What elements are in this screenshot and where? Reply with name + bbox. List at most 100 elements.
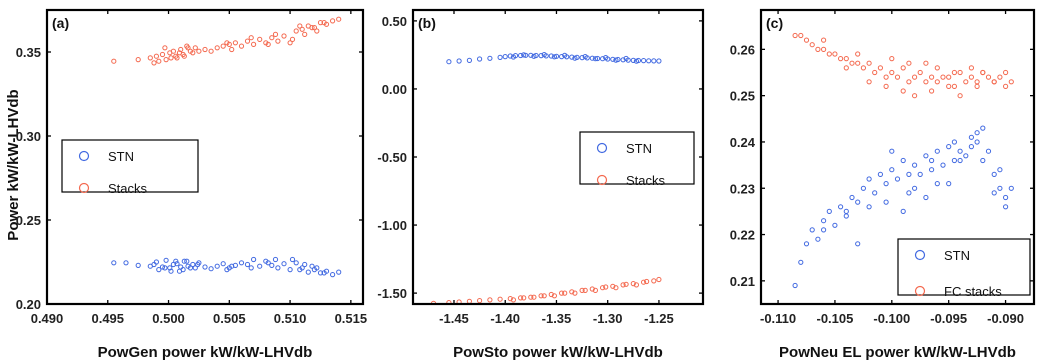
data-point-stacks bbox=[184, 43, 190, 49]
data-point-stn bbox=[849, 194, 855, 201]
data-point-stn bbox=[314, 265, 320, 271]
data-point-stacks bbox=[849, 60, 855, 66]
x-tick-label: -1.30 bbox=[593, 311, 623, 326]
data-point-stn bbox=[906, 190, 912, 196]
y-tick-label: 0.22 bbox=[730, 228, 755, 243]
data-point-stn bbox=[900, 157, 906, 164]
data-point-stn bbox=[968, 144, 975, 150]
data-point-stn bbox=[997, 167, 1003, 173]
data-point-stacks bbox=[644, 278, 650, 285]
x-tick-label: -1.40 bbox=[490, 311, 520, 326]
data-point-stn bbox=[187, 265, 193, 271]
y-tick-label: 0.50 bbox=[382, 14, 407, 29]
legend-label: FC stacks bbox=[944, 284, 1002, 299]
data-point-stn bbox=[860, 185, 867, 191]
data-point-stn bbox=[951, 157, 958, 164]
data-point-stn bbox=[946, 181, 952, 187]
data-point-stacks bbox=[968, 65, 975, 71]
data-point-stacks bbox=[980, 69, 986, 76]
data-point-stacks bbox=[656, 276, 662, 283]
data-point-stn bbox=[980, 125, 986, 131]
panel-label: (a) bbox=[52, 15, 69, 31]
data-point-stn bbox=[257, 263, 263, 269]
data-point-stacks bbox=[940, 74, 946, 80]
data-point-stacks bbox=[866, 60, 872, 66]
data-point-stacks bbox=[196, 48, 202, 54]
data-point-stn bbox=[293, 260, 299, 266]
data-point-stn bbox=[832, 222, 838, 228]
data-point-stn bbox=[582, 54, 588, 60]
data-point-stn bbox=[906, 171, 912, 177]
data-point-stacks bbox=[929, 88, 935, 94]
data-point-stacks bbox=[843, 56, 849, 62]
data-point-stn bbox=[305, 269, 311, 275]
y-tick-label: 0.25 bbox=[730, 89, 755, 104]
data-point-stn bbox=[968, 134, 975, 140]
data-point-stacks bbox=[641, 279, 647, 285]
data-point-stacks bbox=[330, 18, 336, 24]
data-point-stn bbox=[889, 167, 895, 173]
data-point-stacks bbox=[946, 83, 952, 90]
data-point-stacks bbox=[572, 290, 578, 296]
data-point-stacks bbox=[603, 284, 609, 290]
data-point-stn bbox=[600, 56, 606, 62]
data-point-stacks bbox=[883, 74, 889, 80]
data-point-stn bbox=[985, 148, 992, 154]
data-point-stacks bbox=[866, 79, 872, 85]
data-point-stacks bbox=[985, 74, 992, 80]
y-tick-label: 0.26 bbox=[730, 42, 755, 57]
data-point-stn bbox=[809, 227, 815, 233]
data-point-stacks bbox=[275, 38, 281, 44]
data-point-stacks bbox=[582, 287, 588, 293]
data-point-stacks bbox=[163, 57, 169, 63]
data-point-stn bbox=[195, 261, 201, 268]
data-point-stacks bbox=[170, 48, 176, 54]
data-point-stn bbox=[646, 58, 652, 64]
data-point-stn bbox=[603, 55, 609, 61]
data-point-stacks bbox=[528, 294, 534, 300]
data-point-stacks bbox=[815, 46, 821, 53]
data-point-stacks bbox=[297, 23, 303, 29]
data-point-stacks bbox=[894, 74, 901, 80]
data-point-stacks bbox=[855, 51, 861, 57]
data-point-stn bbox=[135, 262, 141, 268]
data-point-stacks bbox=[569, 289, 575, 295]
data-point-stacks bbox=[951, 69, 958, 76]
data-point-stn bbox=[551, 54, 558, 60]
legend-label: STN bbox=[626, 141, 652, 156]
data-point-stacks bbox=[159, 51, 166, 58]
data-point-stacks bbox=[803, 37, 810, 43]
data-point-stn bbox=[251, 256, 257, 263]
data-point-stacks bbox=[832, 51, 838, 57]
data-point-stacks bbox=[156, 58, 162, 64]
data-point-stacks bbox=[299, 26, 305, 32]
data-point-stn bbox=[111, 260, 117, 266]
data-point-stn bbox=[507, 53, 513, 59]
data-point-stn bbox=[974, 139, 980, 145]
data-point-stacks bbox=[244, 38, 251, 44]
data-point-stacks bbox=[1003, 69, 1009, 76]
data-point-stacks bbox=[311, 25, 317, 31]
data-point-stn bbox=[446, 59, 452, 65]
data-point-stacks bbox=[1008, 79, 1014, 85]
data-point-stn bbox=[190, 261, 196, 268]
data-point-stacks bbox=[934, 65, 940, 71]
data-point-stn bbox=[613, 57, 619, 63]
x-tick-label: 0.510 bbox=[274, 311, 307, 326]
data-point-stacks bbox=[269, 35, 275, 41]
data-point-stacks bbox=[562, 290, 568, 296]
data-point-stn bbox=[633, 58, 640, 64]
data-point-stacks bbox=[497, 296, 503, 302]
x-tick-label: -1.35 bbox=[542, 311, 572, 326]
data-point-stacks bbox=[623, 281, 629, 287]
data-point-stacks bbox=[518, 295, 524, 301]
data-point-stn bbox=[929, 167, 935, 173]
y-tick-label: -0.50 bbox=[377, 150, 407, 165]
data-point-stn bbox=[336, 269, 342, 275]
x-tick-label: -1.45 bbox=[439, 311, 469, 326]
legend: STN FC stacks bbox=[897, 238, 1031, 299]
data-point-stacks bbox=[272, 31, 279, 38]
data-point-stacks bbox=[202, 46, 208, 53]
data-point-stacks bbox=[548, 291, 554, 298]
